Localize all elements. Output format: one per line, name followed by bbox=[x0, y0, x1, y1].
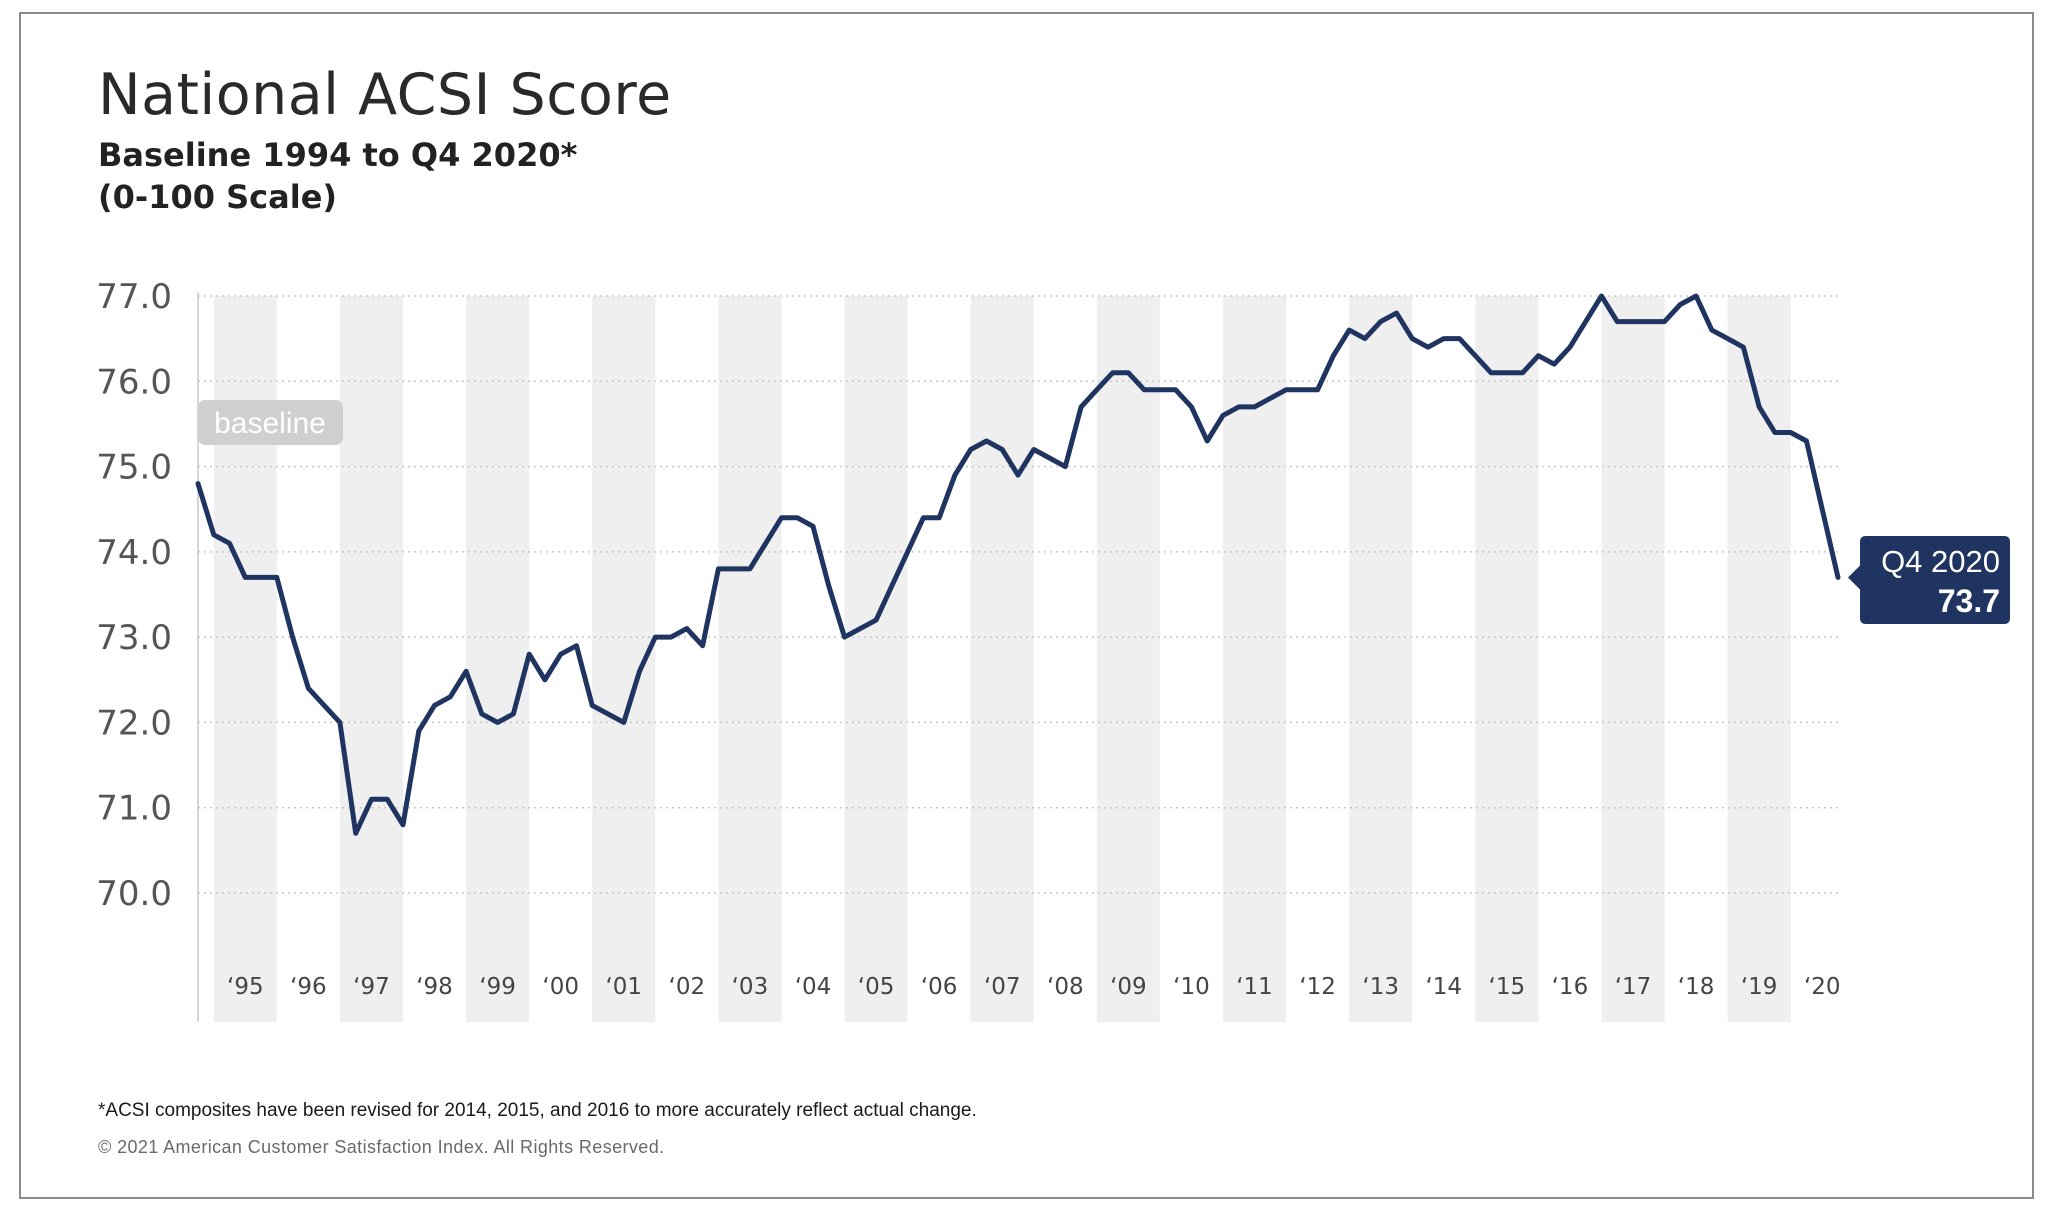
year-band bbox=[970, 296, 1034, 1022]
x-tick-label: ‘97 bbox=[353, 974, 390, 1000]
x-tick-label: ‘99 bbox=[479, 974, 516, 1000]
chart-frame bbox=[19, 12, 2034, 1199]
x-tick-label: ‘12 bbox=[1299, 974, 1336, 1000]
x-tick-label: ‘09 bbox=[1110, 974, 1147, 1000]
year-band bbox=[1475, 296, 1539, 1022]
callout-box bbox=[1848, 536, 2010, 624]
y-tick-label: 71.0 bbox=[96, 789, 172, 829]
x-tick-label: ‘15 bbox=[1489, 974, 1526, 1000]
year-band bbox=[466, 296, 530, 1022]
x-tick-label: ‘10 bbox=[1173, 974, 1210, 1000]
x-tick-label: ‘95 bbox=[227, 974, 264, 1000]
y-tick-label: 70.0 bbox=[96, 874, 172, 914]
year-band bbox=[1601, 296, 1665, 1022]
y-tick-label: 74.0 bbox=[96, 533, 172, 573]
x-tick-label: ‘05 bbox=[858, 974, 895, 1000]
year-band bbox=[1096, 296, 1160, 1022]
baseline-label: baseline bbox=[214, 407, 326, 440]
x-tick-label: ‘06 bbox=[921, 974, 958, 1000]
x-tick-label: ‘18 bbox=[1678, 974, 1715, 1000]
year-band bbox=[339, 296, 403, 1022]
baseline-badge bbox=[198, 400, 343, 445]
chart-scale-label: (0-100 Scale) bbox=[98, 178, 338, 216]
callout-value: 73.7 bbox=[1938, 583, 2000, 619]
x-tick-label: ‘13 bbox=[1362, 974, 1399, 1000]
x-tick-label: ‘07 bbox=[984, 974, 1021, 1000]
y-tick-label: 72.0 bbox=[96, 703, 172, 743]
series-line-acsi bbox=[195, 293, 1841, 836]
y-tick-label: 75.0 bbox=[96, 448, 172, 488]
chart-subtitle: Baseline 1994 to Q4 2020* bbox=[98, 136, 578, 174]
x-tick-label: ‘02 bbox=[669, 974, 706, 1000]
y-tick-label: 73.0 bbox=[96, 618, 172, 658]
callout-period: Q4 2020 bbox=[1881, 544, 2000, 579]
copyright: © 2021 American Customer Satisfaction In… bbox=[98, 1137, 665, 1157]
year-band bbox=[718, 296, 782, 1022]
chart-title: National ACSI Score bbox=[98, 62, 672, 128]
x-tick-label: ‘98 bbox=[416, 974, 453, 1000]
y-tick-label: 77.0 bbox=[96, 277, 172, 317]
x-tick-label: ‘20 bbox=[1804, 974, 1841, 1000]
x-tick-label: ‘14 bbox=[1425, 974, 1462, 1000]
footnote: *ACSI composites have been revised for 2… bbox=[98, 1100, 977, 1121]
x-tick-label: ‘96 bbox=[290, 974, 327, 1000]
x-tick-label: ‘11 bbox=[1236, 974, 1273, 1000]
x-tick-label: ‘00 bbox=[542, 974, 579, 1000]
x-tick-label: ‘19 bbox=[1741, 974, 1778, 1000]
x-tick-label: ‘16 bbox=[1552, 974, 1589, 1000]
year-band bbox=[1349, 296, 1413, 1022]
x-tick-label: ‘08 bbox=[1047, 974, 1084, 1000]
year-band bbox=[1727, 296, 1791, 1022]
y-tick-label: 76.0 bbox=[96, 362, 172, 402]
x-tick-label: ‘01 bbox=[605, 974, 642, 1000]
x-tick-label: ‘04 bbox=[795, 974, 832, 1000]
year-band bbox=[844, 296, 908, 1022]
x-tick-label: ‘03 bbox=[732, 974, 769, 1000]
year-band bbox=[1223, 296, 1287, 1022]
x-tick-label: ‘17 bbox=[1615, 974, 1652, 1000]
